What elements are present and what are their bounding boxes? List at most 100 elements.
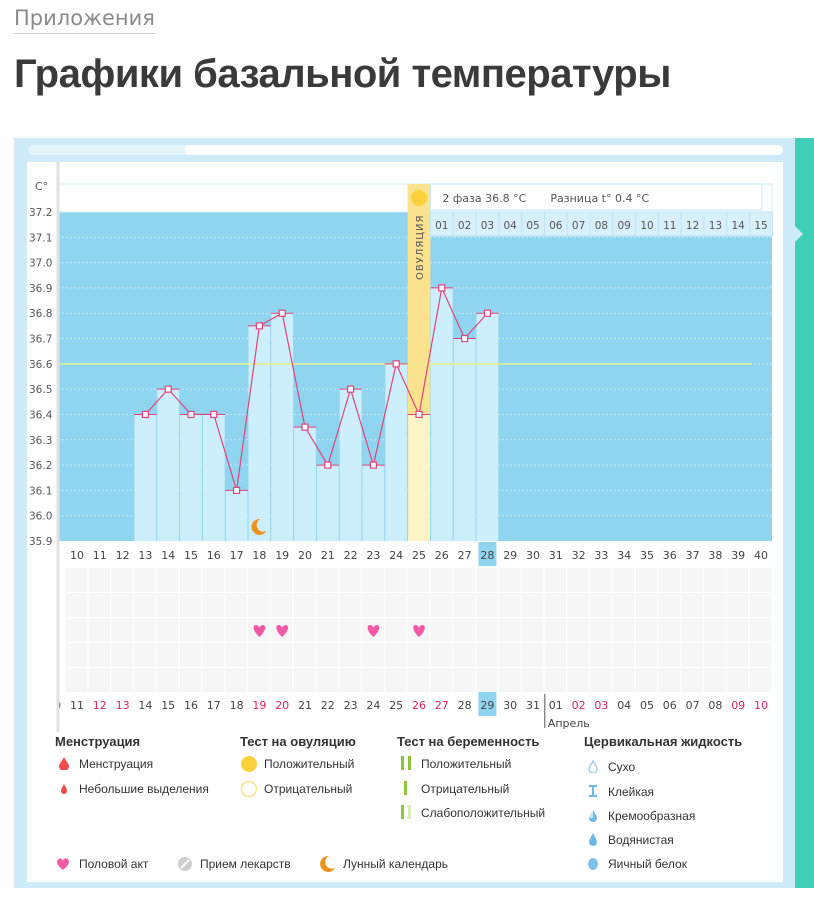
symptom-cell <box>316 668 339 692</box>
y-tick-label: 36.5 <box>29 384 52 396</box>
symptom-cell <box>202 568 225 592</box>
symptom-cell <box>430 668 453 692</box>
symptom-cell <box>225 643 247 667</box>
symptom-cell <box>476 568 498 592</box>
date-label: 29 <box>480 699 494 712</box>
symptom-cell <box>339 643 361 667</box>
y-tick-label: 37.1 <box>29 232 52 244</box>
symptom-cell <box>704 618 726 642</box>
symptom-cell <box>384 568 407 592</box>
breadcrumb[interactable]: Приложения <box>14 6 155 34</box>
symptom-cell <box>567 568 589 592</box>
symptom-cell <box>202 618 225 642</box>
symptom-cell <box>612 593 635 617</box>
legend-creamy: Кремообразная <box>608 809 696 823</box>
temperature-bar <box>225 490 248 541</box>
temperature-bar <box>271 313 294 541</box>
y-axis-panel <box>27 162 58 732</box>
y-tick-label: 35.9 <box>29 536 52 548</box>
legend-pregnancy-positive: Положительный <box>421 757 512 771</box>
legend-watery: Водянистая <box>608 833 674 847</box>
y-tick-label: 36.1 <box>29 485 52 497</box>
symptom-cell <box>612 643 635 667</box>
circle-outline-icon <box>240 780 258 798</box>
ovulation-positive-icon <box>411 190 427 206</box>
cycle-day-label: 24 <box>389 549 403 562</box>
symptom-cell <box>681 593 703 617</box>
y-axis-unit: C° <box>35 180 48 193</box>
symptom-cell <box>498 643 521 667</box>
symptom-cell <box>635 568 658 592</box>
bbt-chart: ОВУЛЯЦИЯ 2 фаза 36.8 °C Разница t° 0.4 °C 0… <box>27 162 773 732</box>
symptom-cell <box>681 643 703 667</box>
symptom-cell <box>339 568 361 592</box>
date-label: 12 <box>93 699 107 712</box>
cycle-day-label: 30 <box>526 549 540 562</box>
symptom-cell <box>453 568 475 592</box>
date-label: 19 <box>252 699 266 712</box>
symptom-cell <box>749 593 772 617</box>
temperature-point <box>141 410 150 419</box>
phase-day-label: 05 <box>526 220 539 232</box>
cycle-day-label: 16 <box>207 549 221 562</box>
cycle-day-label: 33 <box>594 549 608 562</box>
temperature-point <box>164 385 172 393</box>
legend-title-cervical: Цервикальная жидкость <box>584 734 743 749</box>
moon-icon <box>320 855 335 872</box>
symptom-cell <box>658 668 681 692</box>
date-label: 20 <box>275 699 289 712</box>
temperature-bar <box>134 414 157 541</box>
temperature-point <box>369 461 377 469</box>
symptom-cell <box>590 618 612 642</box>
symptom-cell <box>658 643 681 667</box>
date-label: 13 <box>116 699 130 712</box>
one-line-icon <box>404 781 407 795</box>
symptom-cell <box>384 593 407 617</box>
cycle-day-label: 13 <box>138 549 152 562</box>
symptom-cell <box>544 618 567 642</box>
cycle-day-label: 35 <box>640 549 654 562</box>
date-label: 06 <box>663 699 677 712</box>
symptom-cell <box>749 568 772 592</box>
symptom-cell <box>726 568 749 592</box>
symptom-cell <box>544 668 567 692</box>
symptom-cell <box>88 668 111 692</box>
cycle-day-label: 36 <box>663 549 677 562</box>
symptom-cell <box>567 668 589 692</box>
symptom-cell <box>590 593 612 617</box>
symptom-cell <box>316 618 339 642</box>
date-label: 24 <box>366 699 380 712</box>
symptom-cell <box>749 618 772 642</box>
symptom-cell <box>521 593 544 617</box>
symptom-cell <box>248 568 270 592</box>
arrow-right-icon <box>795 226 803 242</box>
half-drop-icon <box>589 810 597 822</box>
symptom-cell <box>612 618 635 642</box>
symptom-cell <box>590 643 612 667</box>
symptom-cell <box>202 593 225 617</box>
symptom-cell <box>476 618 498 642</box>
y-tick-label: 37.0 <box>29 258 52 270</box>
temperature-bar <box>385 363 408 541</box>
symptom-cell <box>225 568 247 592</box>
legend-sticky: Клейкая <box>608 785 655 799</box>
symptom-cell <box>293 593 316 617</box>
symptom-cell <box>635 643 658 667</box>
two-lines-icon <box>401 756 411 770</box>
scrollbar-thumb[interactable] <box>185 145 783 155</box>
symptom-cell <box>293 643 316 667</box>
symptom-cell <box>498 668 521 692</box>
symptom-cell <box>65 618 88 642</box>
temperature-bar <box>294 427 316 541</box>
date-label: 10 <box>754 699 768 712</box>
cycle-day-label: 31 <box>549 549 563 562</box>
date-label: 01 <box>549 699 563 712</box>
date-label: 31 <box>526 699 540 712</box>
symptom-cell <box>362 668 384 692</box>
circle-yellow-icon <box>241 756 257 772</box>
cycle-day-label: 10 <box>70 549 84 562</box>
heart-icon <box>276 625 288 637</box>
side-panel-toggle[interactable] <box>795 138 814 888</box>
date-label: 27 <box>435 699 449 712</box>
phase-day-label: 07 <box>572 220 585 232</box>
